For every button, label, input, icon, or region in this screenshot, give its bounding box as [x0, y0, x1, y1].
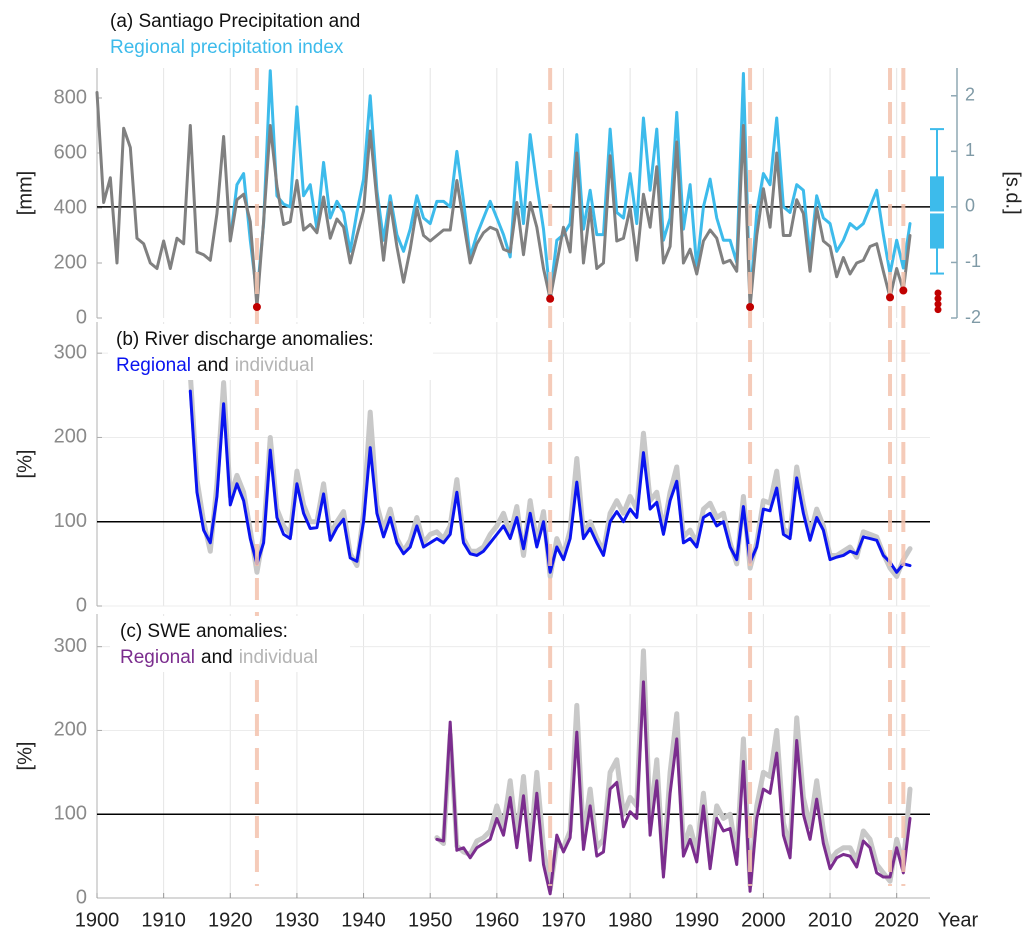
y-tick-label: 200: [54, 251, 87, 273]
y-axis-label: [mm]: [14, 171, 36, 215]
y-tick-label: 800: [54, 86, 87, 108]
x-tick-label: 2010: [808, 909, 853, 931]
series-line: [95, 90, 912, 309]
y-tick-label: 100: [54, 510, 87, 532]
y2-tick-label: -2: [965, 307, 981, 327]
x-tick-label: 1960: [475, 909, 520, 931]
overlay-layer: 0 200 400 600 800 [mm] -2 -1 0 1 2 [s.d.] (a) Santia…: [14, 11, 1023, 931]
x-tick-label: 1970: [541, 909, 586, 931]
y-tick-label: 300: [54, 341, 87, 363]
panel-title: (b) River discharge anomalies:: [116, 329, 374, 350]
legend: Regional and individual: [116, 355, 314, 376]
box-outlier: [934, 300, 942, 308]
legend-background: [108, 324, 433, 380]
x-tick-label: 1990: [675, 909, 720, 931]
x-axis-label: Year: [938, 909, 979, 931]
x-tick-label: 1940: [341, 909, 386, 931]
y-tick-label: 0: [76, 886, 87, 908]
legend-entry: Regional: [120, 647, 195, 668]
y2-axis-label: [s.d.]: [1002, 171, 1024, 214]
panel-title: (a) Santiago Precipitation and: [110, 11, 360, 32]
y-axis-label: [%]: [14, 742, 36, 771]
y-tick-label: 200: [54, 426, 87, 448]
y-tick-label: 0: [76, 306, 87, 328]
x-tick-label: 1910: [141, 909, 186, 931]
y-tick-label: 400: [54, 196, 87, 218]
panel-title: (c) SWE anomalies:: [120, 621, 288, 642]
box-outlier: [934, 306, 942, 314]
y-tick-label: 0: [76, 594, 87, 616]
legend-entry: individual: [239, 647, 318, 668]
y2-tick-label: 1: [965, 140, 975, 160]
y2-tick-label: -1: [965, 251, 981, 271]
y-tick-label: 300: [54, 635, 87, 657]
x-tick-label: 2020: [874, 909, 919, 931]
y-axis-label: [%]: [14, 450, 36, 479]
x-tick-label: 2000: [741, 909, 786, 931]
x-tick-label: 1920: [208, 909, 253, 931]
y-tick-label: 600: [54, 141, 87, 163]
y-tick-label: 100: [54, 803, 87, 825]
x-tick-label: 1900: [75, 909, 120, 931]
y2-tick-label: 2: [965, 85, 975, 105]
legend-entry: individual: [235, 355, 314, 376]
legend-joiner: and: [201, 647, 233, 668]
legend-joiner: and: [197, 355, 229, 376]
legend-entry: Regional precipitation index: [110, 37, 344, 58]
data-layer: [95, 68, 930, 896]
dry-year-point: [746, 302, 755, 311]
legend: Regional and individual: [120, 647, 318, 668]
dry-year-point: [546, 294, 555, 303]
dry-year-point: [886, 293, 895, 302]
box-outlier: [934, 295, 942, 303]
box-outlier: [934, 289, 942, 297]
series-line: [228, 69, 912, 303]
x-tick-label: 1930: [275, 909, 320, 931]
series-line: [435, 680, 912, 896]
y-tick-label: 200: [54, 719, 87, 741]
x-tick-label: 1980: [608, 909, 653, 931]
legend-background: [110, 616, 350, 672]
dry-year-point: [252, 302, 261, 311]
legend-entry: Regional: [116, 355, 191, 376]
x-tick-label: 1950: [408, 909, 453, 931]
y2-tick-label: 0: [965, 196, 975, 216]
series-line: [188, 389, 912, 574]
dry-year-point: [899, 286, 908, 295]
